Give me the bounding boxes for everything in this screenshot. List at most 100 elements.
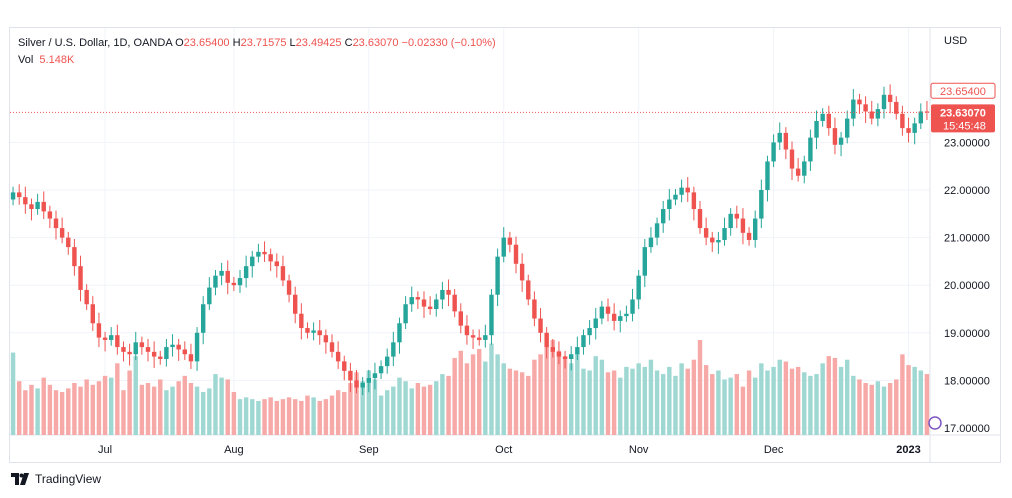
- candle-body[interactable]: [746, 232, 752, 240]
- candle-body[interactable]: [446, 289, 451, 295]
- candle-body[interactable]: [292, 294, 298, 314]
- candle-body[interactable]: [372, 373, 378, 379]
- candle-body[interactable]: [335, 351, 341, 362]
- candle-body[interactable]: [679, 187, 684, 195]
- candle-body[interactable]: [759, 190, 764, 219]
- candle-body[interactable]: [53, 218, 59, 229]
- candle-body[interactable]: [728, 213, 733, 229]
- candle-body[interactable]: [10, 192, 16, 200]
- candle-body[interactable]: [605, 306, 611, 314]
- candle-body[interactable]: [145, 347, 151, 352]
- candle-body[interactable]: [722, 228, 727, 240]
- candle-body[interactable]: [250, 256, 255, 267]
- candle-body[interactable]: [875, 109, 881, 119]
- candle-body[interactable]: [256, 251, 261, 257]
- candle-body[interactable]: [851, 99, 856, 119]
- candle-body[interactable]: [286, 280, 292, 295]
- candle-body[interactable]: [464, 325, 470, 336]
- candle-body[interactable]: [213, 275, 218, 288]
- candle-body[interactable]: [575, 347, 580, 355]
- candle-body[interactable]: [795, 168, 801, 176]
- candle-body[interactable]: [501, 237, 506, 257]
- candle-body[interactable]: [844, 118, 850, 138]
- candle-body[interactable]: [752, 218, 758, 240]
- candle-body[interactable]: [918, 111, 924, 124]
- candle-body[interactable]: [188, 354, 194, 362]
- candle-body[interactable]: [734, 213, 740, 219]
- candle-body[interactable]: [268, 254, 273, 262]
- candle-body[interactable]: [121, 347, 126, 352]
- candle-body[interactable]: [476, 337, 482, 340]
- candle-body[interactable]: [660, 209, 666, 224]
- candle-body[interactable]: [231, 282, 237, 286]
- candle-body[interactable]: [593, 318, 598, 329]
- candle-body[interactable]: [16, 192, 22, 198]
- candle-body[interactable]: [710, 237, 715, 243]
- candle-body[interactable]: [483, 335, 488, 340]
- candle-body[interactable]: [495, 256, 500, 295]
- candle-body[interactable]: [667, 199, 672, 210]
- candle-body[interactable]: [568, 354, 574, 359]
- candle-body[interactable]: [808, 137, 813, 162]
- candle-body[interactable]: [562, 356, 568, 359]
- candle-body[interactable]: [59, 228, 65, 238]
- candle-body[interactable]: [789, 149, 795, 169]
- candle-body[interactable]: [611, 313, 617, 321]
- candle-body[interactable]: [513, 244, 519, 264]
- candle-body[interactable]: [323, 335, 329, 343]
- candle-body[interactable]: [164, 347, 169, 359]
- candle-body[interactable]: [29, 204, 34, 210]
- candle-body[interactable]: [102, 337, 108, 340]
- candle-body[interactable]: [869, 111, 874, 119]
- candle-body[interactable]: [777, 132, 782, 143]
- candle-body[interactable]: [96, 323, 102, 338]
- candle-body[interactable]: [66, 237, 71, 248]
- candle-body[interactable]: [237, 278, 243, 286]
- candle-body[interactable]: [526, 280, 531, 300]
- candle-body[interactable]: [115, 335, 120, 348]
- candle-body[interactable]: [703, 228, 709, 238]
- tradingview-logo[interactable]: TradingView: [11, 472, 101, 486]
- scroll-realtime-icon[interactable]: [928, 416, 942, 430]
- candle-body[interactable]: [219, 270, 224, 276]
- candle-body[interactable]: [912, 123, 917, 133]
- candle-body[interactable]: [624, 313, 629, 317]
- candle-body[interactable]: [311, 330, 316, 333]
- candle-body[interactable]: [348, 370, 353, 381]
- candle-body[interactable]: [280, 266, 286, 281]
- candle-body[interactable]: [906, 128, 911, 133]
- candle-body[interactable]: [139, 342, 145, 348]
- candle-body[interactable]: [384, 356, 390, 367]
- candle-body[interactable]: [838, 137, 844, 145]
- candle-body[interactable]: [415, 297, 421, 300]
- candle-body[interactable]: [538, 318, 543, 333]
- candle-body[interactable]: [440, 289, 445, 300]
- candle-body[interactable]: [78, 266, 83, 290]
- candle-body[interactable]: [151, 351, 157, 357]
- candle-body[interactable]: [133, 342, 138, 355]
- candle-body[interactable]: [924, 111, 930, 113]
- candle-body[interactable]: [857, 99, 862, 105]
- candle-body[interactable]: [544, 332, 549, 348]
- candle-body[interactable]: [740, 218, 746, 233]
- candle-body[interactable]: [35, 201, 40, 210]
- candle-body[interactable]: [366, 378, 372, 383]
- candle-body[interactable]: [673, 194, 678, 200]
- candle-body[interactable]: [458, 311, 464, 326]
- candle-body[interactable]: [108, 335, 114, 340]
- candle-body[interactable]: [41, 201, 46, 212]
- candle-body[interactable]: [23, 197, 28, 205]
- candle-body[interactable]: [354, 380, 359, 388]
- candle-body[interactable]: [299, 313, 304, 329]
- candle-body[interactable]: [771, 142, 776, 162]
- candle-body[interactable]: [329, 342, 335, 352]
- candle-body[interactable]: [489, 294, 494, 336]
- candle-body[interactable]: [507, 237, 513, 245]
- candle-body[interactable]: [317, 330, 322, 336]
- candle-body[interactable]: [194, 332, 200, 362]
- candle-body[interactable]: [648, 237, 654, 248]
- candle-body[interactable]: [378, 366, 384, 374]
- candle-body[interactable]: [685, 187, 690, 193]
- candle-body[interactable]: [421, 299, 427, 307]
